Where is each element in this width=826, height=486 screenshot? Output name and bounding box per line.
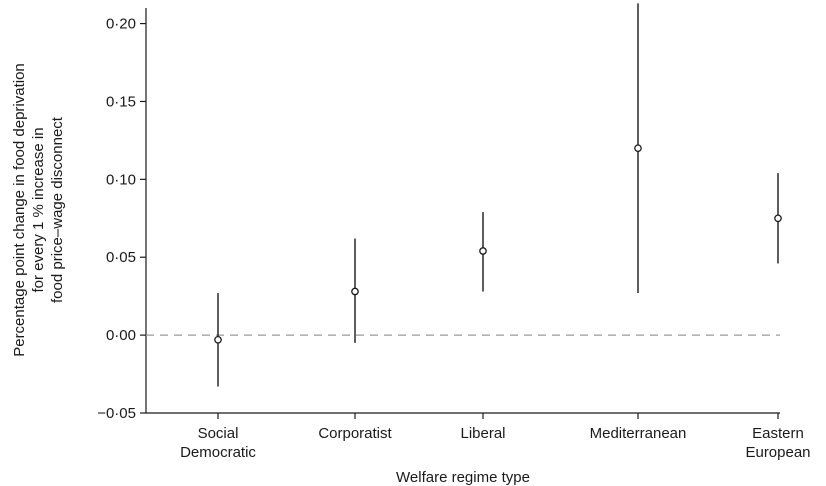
y-tick-label: 0·10 xyxy=(106,171,136,188)
y-tick-label: −0·05 xyxy=(97,405,136,422)
x-axis-title: Welfare regime type xyxy=(396,469,530,486)
y-tick-label: 0·05 xyxy=(106,249,136,266)
point-estimate xyxy=(479,247,487,255)
y-axis-title-line: for every 1 % increase in xyxy=(30,127,47,292)
point-estimate xyxy=(214,335,222,344)
point-estimate xyxy=(351,287,359,296)
y-tick-label: 0·15 xyxy=(106,93,136,110)
y-axis-title-line: food price–wage disconnect xyxy=(49,116,66,303)
x-tick-label: Corporatist xyxy=(318,425,392,442)
y-tick-label: 0·20 xyxy=(106,16,136,33)
y-tick-label: 0·00 xyxy=(106,327,136,344)
axis-labels: −0·05 0·00 0·05 0·10 0·15 0·20 Social Democrati… xyxy=(11,16,811,486)
x-tick-label: Eastern xyxy=(752,425,804,442)
x-tick-label: European xyxy=(745,444,810,461)
data-marks xyxy=(214,3,782,387)
point-estimate xyxy=(634,144,642,153)
x-tick-label: Democratic xyxy=(180,444,256,461)
axes xyxy=(140,8,780,419)
x-tick-label: Liberal xyxy=(460,425,505,442)
x-tick-label: Mediterranean xyxy=(590,425,687,442)
x-tick-label: Social xyxy=(198,425,239,442)
point-estimate xyxy=(774,214,782,223)
y-axis-title-line: Percentage point change in food deprivat… xyxy=(11,63,28,357)
